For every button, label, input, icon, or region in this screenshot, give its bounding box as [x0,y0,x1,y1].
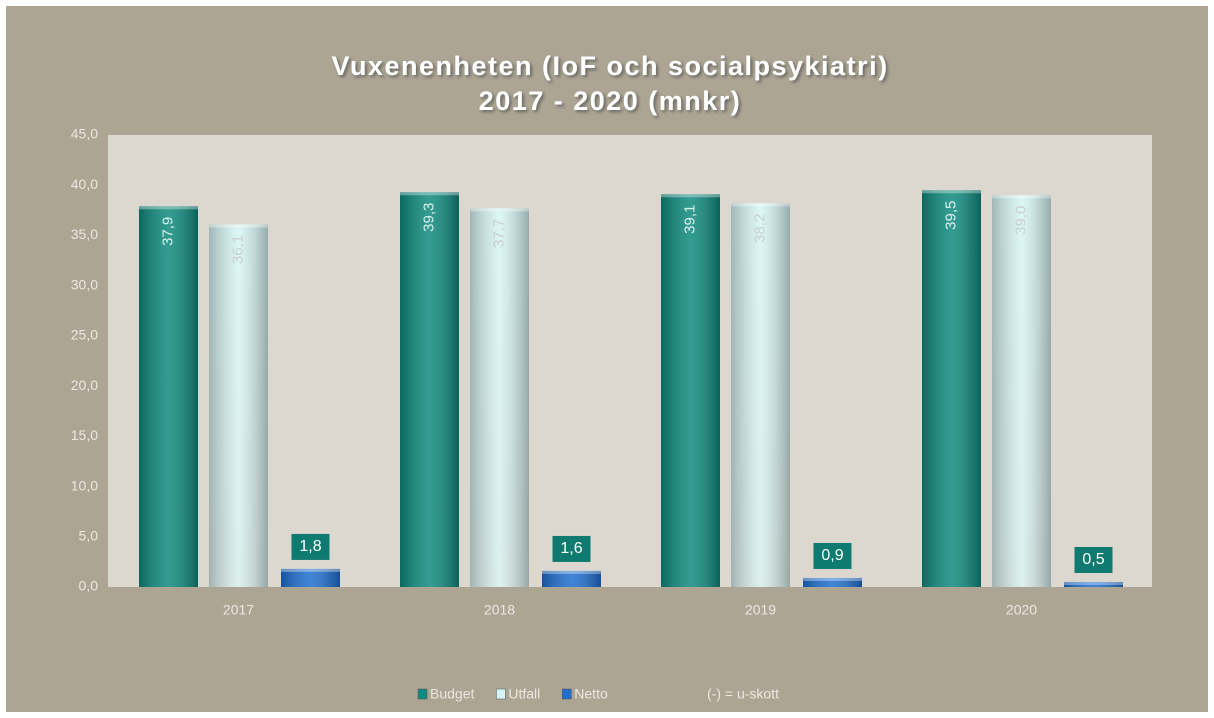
bar-cap [542,570,601,574]
bar-shade [992,195,1051,587]
bar-shade [470,208,529,587]
chart-title: 2017 - 2020 (mnkr) [479,86,742,116]
x-tick-label: 2019 [745,602,776,618]
annotation: (-) = u-skott [707,686,779,702]
data-label-box [813,542,852,569]
x-tick-label: 2020 [1006,602,1037,618]
data-label-box [291,533,330,560]
bar-shade [542,570,601,587]
bar-cap [400,192,459,196]
bar-cap [731,203,790,207]
bar-shade [803,577,862,587]
y-tick-label: 45,0 [71,126,98,142]
data-label: 1,6 [560,540,582,557]
y-tick-label: 25,0 [71,327,98,343]
bar-cap [470,208,529,212]
bar-cap [803,577,862,581]
data-label: 39,0 [1012,206,1029,235]
data-label: 37,9 [159,217,176,246]
bar-shade [281,568,340,587]
data-label: 36,1 [229,235,246,264]
data-label: 0,5 [1082,551,1104,568]
y-tick-label: 0,0 [79,578,99,594]
legend-label: Budget [430,686,474,702]
data-label-box [1074,546,1113,573]
chart-title: Vuxenenheten (IoF och socialpsykiatri) [331,51,888,81]
data-label: 39,3 [420,203,437,232]
bar-shade [922,190,981,587]
data-label: 1,8 [299,538,321,555]
data-label: 37,7 [490,219,507,248]
bar-cap [139,206,198,210]
legend-swatch [496,688,506,700]
legend-label: Netto [574,686,608,702]
x-tick-label: 2018 [484,602,515,618]
bar-cap [922,190,981,194]
y-tick-label: 20,0 [71,377,98,393]
bar-cap [992,195,1051,199]
y-tick-label: 10,0 [71,477,98,493]
bar-shade [209,224,268,587]
bar-shade [139,206,198,587]
legend-swatch [417,688,428,700]
y-tick-label: 35,0 [71,226,98,242]
bar-cap [281,568,340,572]
y-tick-label: 40,0 [71,176,98,192]
y-tick-label: 15,0 [71,427,98,443]
data-label: 39,1 [681,205,698,234]
bar-cap [661,194,720,198]
data-label-box [552,535,591,562]
x-tick-label: 2017 [223,602,254,618]
bar-shade [661,194,720,588]
legend-swatch [562,688,572,700]
y-tick-label: 30,0 [71,276,98,292]
data-label: 39,5 [942,201,959,230]
bar-cap [209,224,268,228]
data-label: 0,9 [821,547,843,564]
y-tick-label: 5,0 [79,527,99,543]
bar-shade [1064,581,1123,587]
bar-cap [1064,581,1123,585]
bar-shade [731,203,790,587]
bar-shade [400,192,459,587]
data-label: 38,2 [751,214,768,243]
legend-label: Utfall [508,686,540,702]
